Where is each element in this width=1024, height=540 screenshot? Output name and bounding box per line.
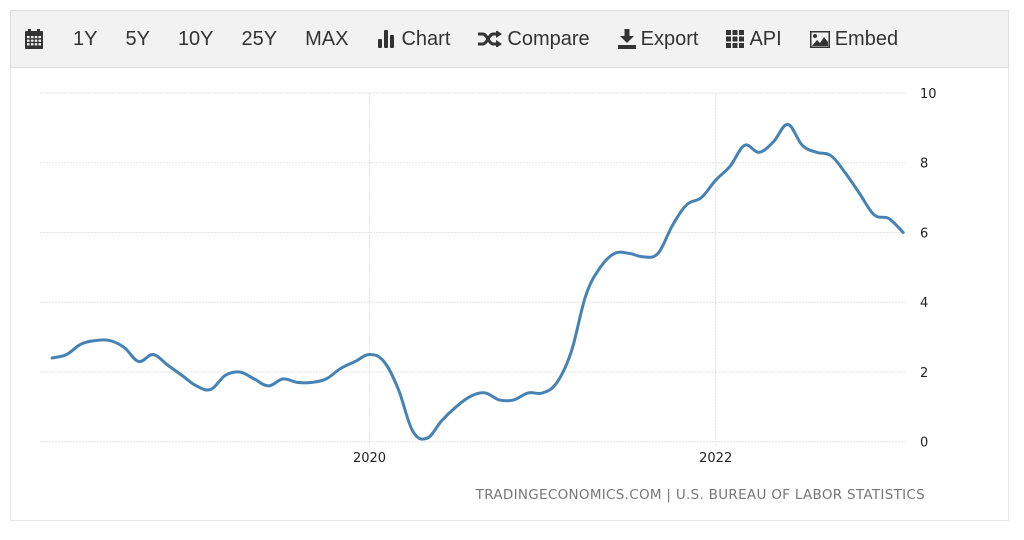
range-25y-button[interactable]: 25Y xyxy=(241,27,278,50)
y-tick-label: 10 xyxy=(920,87,937,102)
bar-chart-icon xyxy=(378,30,396,48)
y-tick-label: 8 xyxy=(920,157,928,172)
chart-type-label: Chart xyxy=(401,27,451,50)
image-icon xyxy=(809,30,830,48)
range-max-button[interactable]: MAX xyxy=(305,27,349,50)
y-tick-label: 0 xyxy=(920,436,928,451)
api-label: API xyxy=(749,27,782,50)
chart-type-button[interactable]: Chart xyxy=(378,11,450,67)
x-tick-label: 2020 xyxy=(353,451,386,466)
vertical-gridlines xyxy=(369,93,717,447)
y-tick-label: 4 xyxy=(920,296,928,311)
inflation-rate-line[interactable] xyxy=(50,122,905,441)
shuffle-icon xyxy=(478,31,503,47)
export-button[interactable]: Export xyxy=(617,11,699,67)
source-attribution: TRADINGECONOMICS.COM | U.S. BUREAU OF LA… xyxy=(475,487,925,503)
compare-button[interactable]: Compare xyxy=(478,11,590,67)
x-tick-label: 2022 xyxy=(699,451,732,466)
range-1y-button[interactable]: 1Y xyxy=(73,27,98,50)
chart-toolbar: 1Y 5Y 10Y 25Y MAX Chart Compare xyxy=(10,10,1009,68)
grid-icon xyxy=(726,30,745,48)
range-10y-button[interactable]: 10Y xyxy=(177,27,214,50)
horizontal-gridlines xyxy=(40,92,905,443)
embed-button[interactable]: Embed xyxy=(809,11,899,67)
x-axis-labels: 2020 2022 xyxy=(353,451,732,466)
compare-label: Compare xyxy=(507,27,590,50)
chart-container xyxy=(10,10,1009,521)
calendar-icon xyxy=(25,29,43,49)
api-button[interactable]: API xyxy=(726,11,782,67)
range-5y-button[interactable]: 5Y xyxy=(125,27,150,50)
export-label: Export xyxy=(640,27,699,50)
y-tick-label: 6 xyxy=(920,226,928,241)
y-tick-label: 2 xyxy=(920,366,928,381)
embed-label: Embed xyxy=(834,27,899,50)
y-axis-labels: 0 2 4 6 8 10 xyxy=(920,87,937,451)
download-icon xyxy=(617,29,636,49)
date-range-picker-button[interactable] xyxy=(25,11,43,67)
